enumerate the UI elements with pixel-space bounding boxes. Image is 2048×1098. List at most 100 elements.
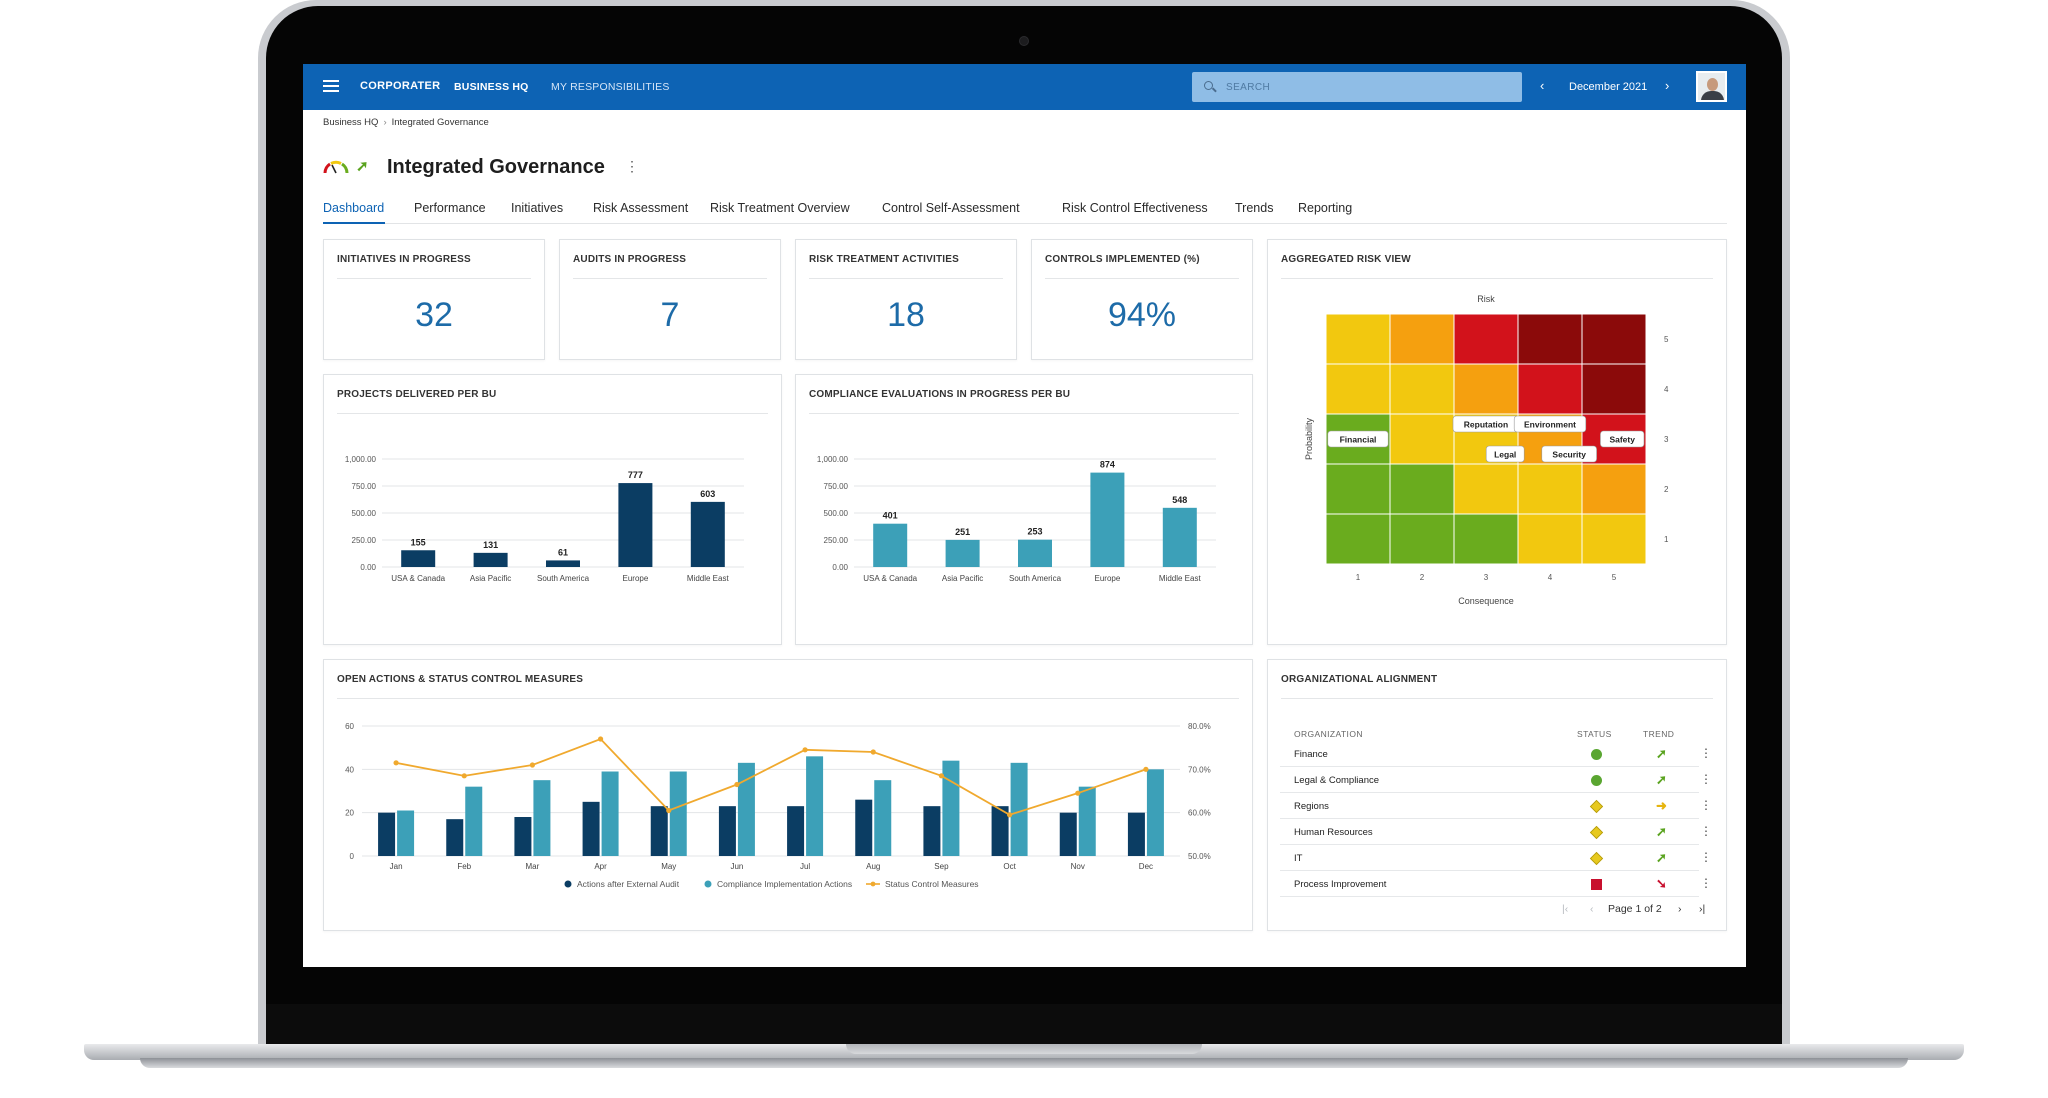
pager-prev-icon[interactable]: ‹	[1590, 903, 1594, 915]
tab-reporting[interactable]: Reporting	[1298, 201, 1353, 215]
card-title: OPEN ACTIONS & STATUS CONTROL MEASURES	[337, 674, 584, 685]
bar-value-label: 777	[628, 470, 643, 480]
search-icon	[1204, 81, 1213, 90]
heatmap-cell	[1325, 463, 1391, 515]
bar-value-label: 251	[955, 527, 970, 537]
breadcrumb: Business HQ › Integrated Governance	[323, 117, 489, 128]
org-header-status: STATUS	[1577, 729, 1612, 739]
line-status-control-measures	[395, 737, 1147, 816]
org-name: Regions	[1294, 801, 1329, 812]
x-tick-label: Europe	[1095, 574, 1121, 583]
x-tick-label: Apr	[594, 862, 607, 871]
card-divider	[809, 413, 1239, 414]
bar-compliance-actions	[942, 760, 960, 856]
bar-compliance-actions	[397, 810, 415, 856]
bar-compliance-actions	[601, 771, 619, 856]
table-row[interactable]: Finance ➚ ⋮	[1280, 741, 1712, 767]
heatmap-cell	[1389, 513, 1455, 565]
card-divider	[573, 278, 767, 279]
heatmap-cell	[1453, 513, 1519, 565]
x-tick-label: South America	[537, 574, 590, 583]
bar	[690, 501, 725, 567]
org-name: Process Improvement	[1294, 879, 1387, 890]
kpi-card-controls[interactable]: CONTROLS IMPLEMENTED (%) 94%	[1031, 239, 1253, 360]
x-tick-label: Nov	[1071, 862, 1085, 871]
pager-last-icon[interactable]: ›|	[1699, 903, 1706, 915]
table-row[interactable]: Legal & Compliance ➚ ⋮	[1280, 767, 1712, 793]
pager-next-icon[interactable]: ›	[1678, 903, 1682, 915]
heatmap-cell	[1325, 363, 1391, 415]
bar-value-label: 874	[1100, 460, 1115, 470]
row-options-icon[interactable]: ⋮	[1700, 772, 1712, 786]
heatmap-cell	[1581, 513, 1647, 565]
line-point	[1006, 812, 1013, 818]
bar-actions-after-audit	[378, 812, 396, 856]
trend-up-icon: ➚	[1656, 746, 1667, 761]
bar-actions-after-audit	[787, 806, 805, 856]
risk-heatmap: Risk 1 2 3 4 5 1 2 3 4 5 Consequence Probability Fina…	[1304, 294, 1669, 606]
tab-risk-treatment-overview[interactable]: Risk Treatment Overview	[710, 201, 850, 215]
menu-icon[interactable]	[323, 80, 339, 92]
y-tick-label: 3	[1664, 435, 1669, 444]
line-point	[734, 781, 740, 788]
row-options-icon[interactable]: ⋮	[1700, 824, 1712, 838]
y-right-tick-label: 60.0%	[1188, 809, 1211, 818]
nav-business-hq[interactable]: BUSINESS HQ	[454, 81, 529, 93]
kpi-value: 94%	[1107, 296, 1177, 334]
chevron-left-icon[interactable]: ‹	[1540, 78, 1545, 93]
y-axis-label: Probability	[1304, 417, 1314, 460]
breadcrumb-business-hq[interactable]: Business HQ	[323, 117, 379, 128]
kpi-card-initiatives[interactable]: INITIATIVES IN PROGRESS 32	[323, 239, 545, 360]
x-tick-label: Middle East	[1159, 574, 1202, 583]
heatmap-cell	[1389, 413, 1455, 465]
more-options-icon[interactable]: ⋮	[625, 158, 639, 174]
heatmap-cell	[1453, 463, 1519, 515]
tab-risk-control-effectiveness[interactable]: Risk Control Effectiveness	[1062, 201, 1208, 215]
tab-performance[interactable]: Performance	[414, 201, 486, 215]
kpi-card-risk-treatment[interactable]: RISK TREATMENT ACTIVITIES 18	[795, 239, 1017, 360]
tab-trends[interactable]: Trends	[1235, 201, 1274, 215]
bar-value-label: 61	[558, 547, 568, 557]
heatmap-cell	[1581, 463, 1647, 515]
table-row[interactable]: Process Improvement ➘ ⋮	[1280, 871, 1712, 897]
bar-compliance-actions	[1078, 786, 1096, 856]
row-options-icon[interactable]: ⋮	[1700, 798, 1712, 812]
brand-logo[interactable]: CORPORATER	[360, 80, 441, 92]
nav-my-responsibilities[interactable]: MY RESPONSIBILITIES	[551, 81, 670, 93]
row-options-icon[interactable]: ⋮	[1700, 746, 1712, 760]
table-row[interactable]: Regions ➜ ⋮	[1280, 793, 1712, 819]
org-name: Finance	[1294, 749, 1328, 760]
search-input[interactable]: SEARCH	[1192, 72, 1522, 102]
legend-label: Compliance Implementation Actions	[717, 879, 852, 889]
tab-bar: Dashboard Performance Initiatives Risk A…	[323, 196, 1727, 224]
bar-compliance-actions	[874, 780, 892, 856]
y-tick-label: 250.00	[824, 536, 849, 545]
webcam	[1019, 36, 1029, 46]
pager-label: Page 1 of 2	[1608, 903, 1662, 915]
legend-label: Actions after External Audit	[577, 879, 680, 889]
pager-first-icon[interactable]: |‹	[1562, 903, 1569, 915]
legend-marker-status-point	[870, 881, 876, 887]
chevron-right-icon[interactable]: ›	[1665, 78, 1670, 93]
table-row[interactable]: Human Resources ➚ ⋮	[1280, 819, 1712, 845]
kpi-card-audits[interactable]: AUDITS IN PROGRESS 7	[559, 239, 781, 360]
y-tick-label: 500.00	[824, 509, 849, 518]
avatar[interactable]	[1696, 71, 1727, 102]
kpi-label: INITIATIVES IN PROGRESS	[337, 254, 471, 265]
tab-risk-assessment[interactable]: Risk Assessment	[593, 201, 689, 215]
bar-actions-after-audit	[718, 806, 736, 856]
risk-label: Reputation	[1464, 420, 1508, 430]
tab-dashboard[interactable]: Dashboard	[323, 201, 385, 215]
trend-up-icon: ➚	[356, 158, 369, 175]
tab-control-self-assessment[interactable]: Control Self-Assessment	[882, 201, 1020, 215]
row-options-icon[interactable]: ⋮	[1700, 876, 1712, 890]
card-divider	[337, 278, 531, 279]
table-row[interactable]: IT ➚ ⋮	[1280, 845, 1712, 871]
org-alignment-card: ORGANIZATIONAL ALIGNMENT ORGANIZATION ST…	[1267, 659, 1727, 931]
trend-up-icon: ➚	[1656, 850, 1667, 865]
tab-initiatives[interactable]: Initiatives	[511, 201, 564, 215]
bar-value-label: 253	[1027, 527, 1042, 537]
x-tick-label: Jun	[730, 862, 743, 871]
row-options-icon[interactable]: ⋮	[1700, 850, 1712, 864]
